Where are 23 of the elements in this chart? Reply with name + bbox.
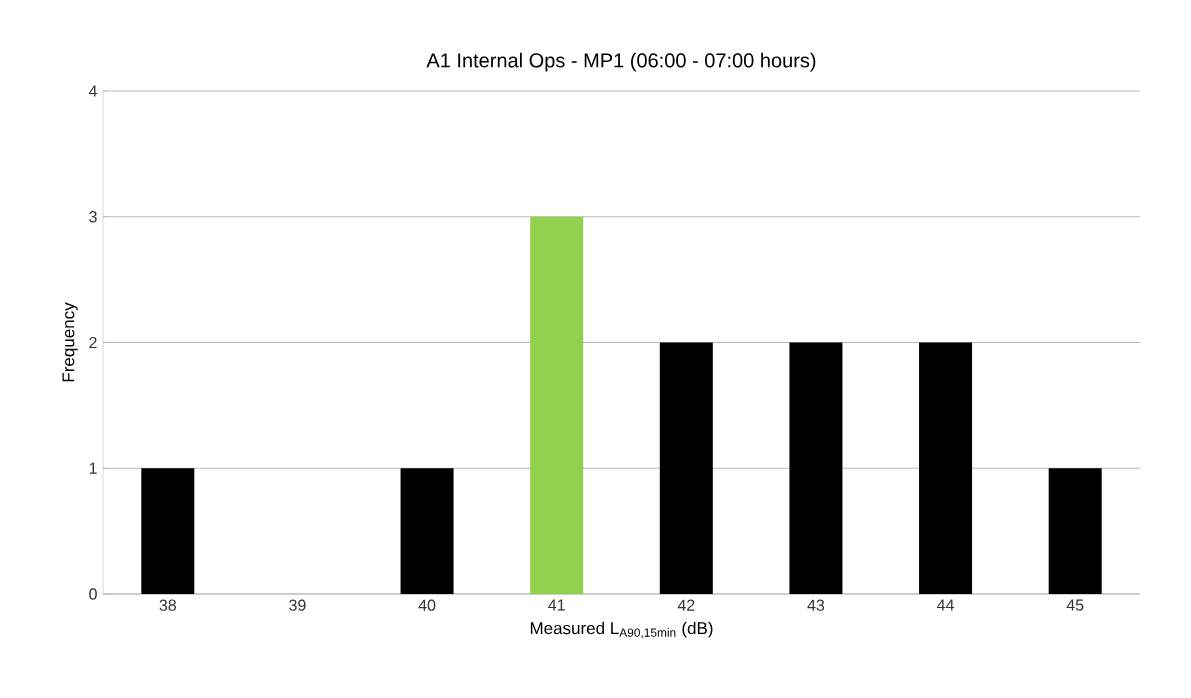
x-tick-label: 38	[159, 599, 177, 611]
y-tick-label: 2	[89, 336, 97, 349]
x-tick-label: 40	[418, 599, 436, 611]
y-tick-label: 3	[89, 211, 97, 223]
x-tick-label: 39	[289, 599, 306, 611]
bar	[659, 342, 713, 594]
y-tick-label: 4	[88, 85, 97, 97]
bar	[530, 216, 584, 594]
bar	[400, 468, 454, 594]
y-tick-label: 0	[89, 588, 97, 600]
chart-title: A1 Internal Ops - MP1 (06:00 - 07:00 hours)	[426, 52, 816, 72]
x-tick-label: 45	[1066, 599, 1084, 611]
y-tick-label: 1	[89, 462, 97, 474]
bar	[789, 342, 843, 594]
y-axis-title: Frequency	[62, 302, 78, 382]
x-tick-label: 41	[548, 599, 565, 611]
bar	[141, 468, 195, 594]
bar	[919, 342, 973, 594]
x-tick-label: 42	[677, 599, 695, 611]
x-tick-label: 44	[937, 599, 954, 611]
x-axis-title: Measured L$_{A90,15min}$ (dB)	[530, 621, 713, 639]
bar	[1048, 468, 1102, 594]
x-tick-label: 43	[807, 599, 825, 611]
